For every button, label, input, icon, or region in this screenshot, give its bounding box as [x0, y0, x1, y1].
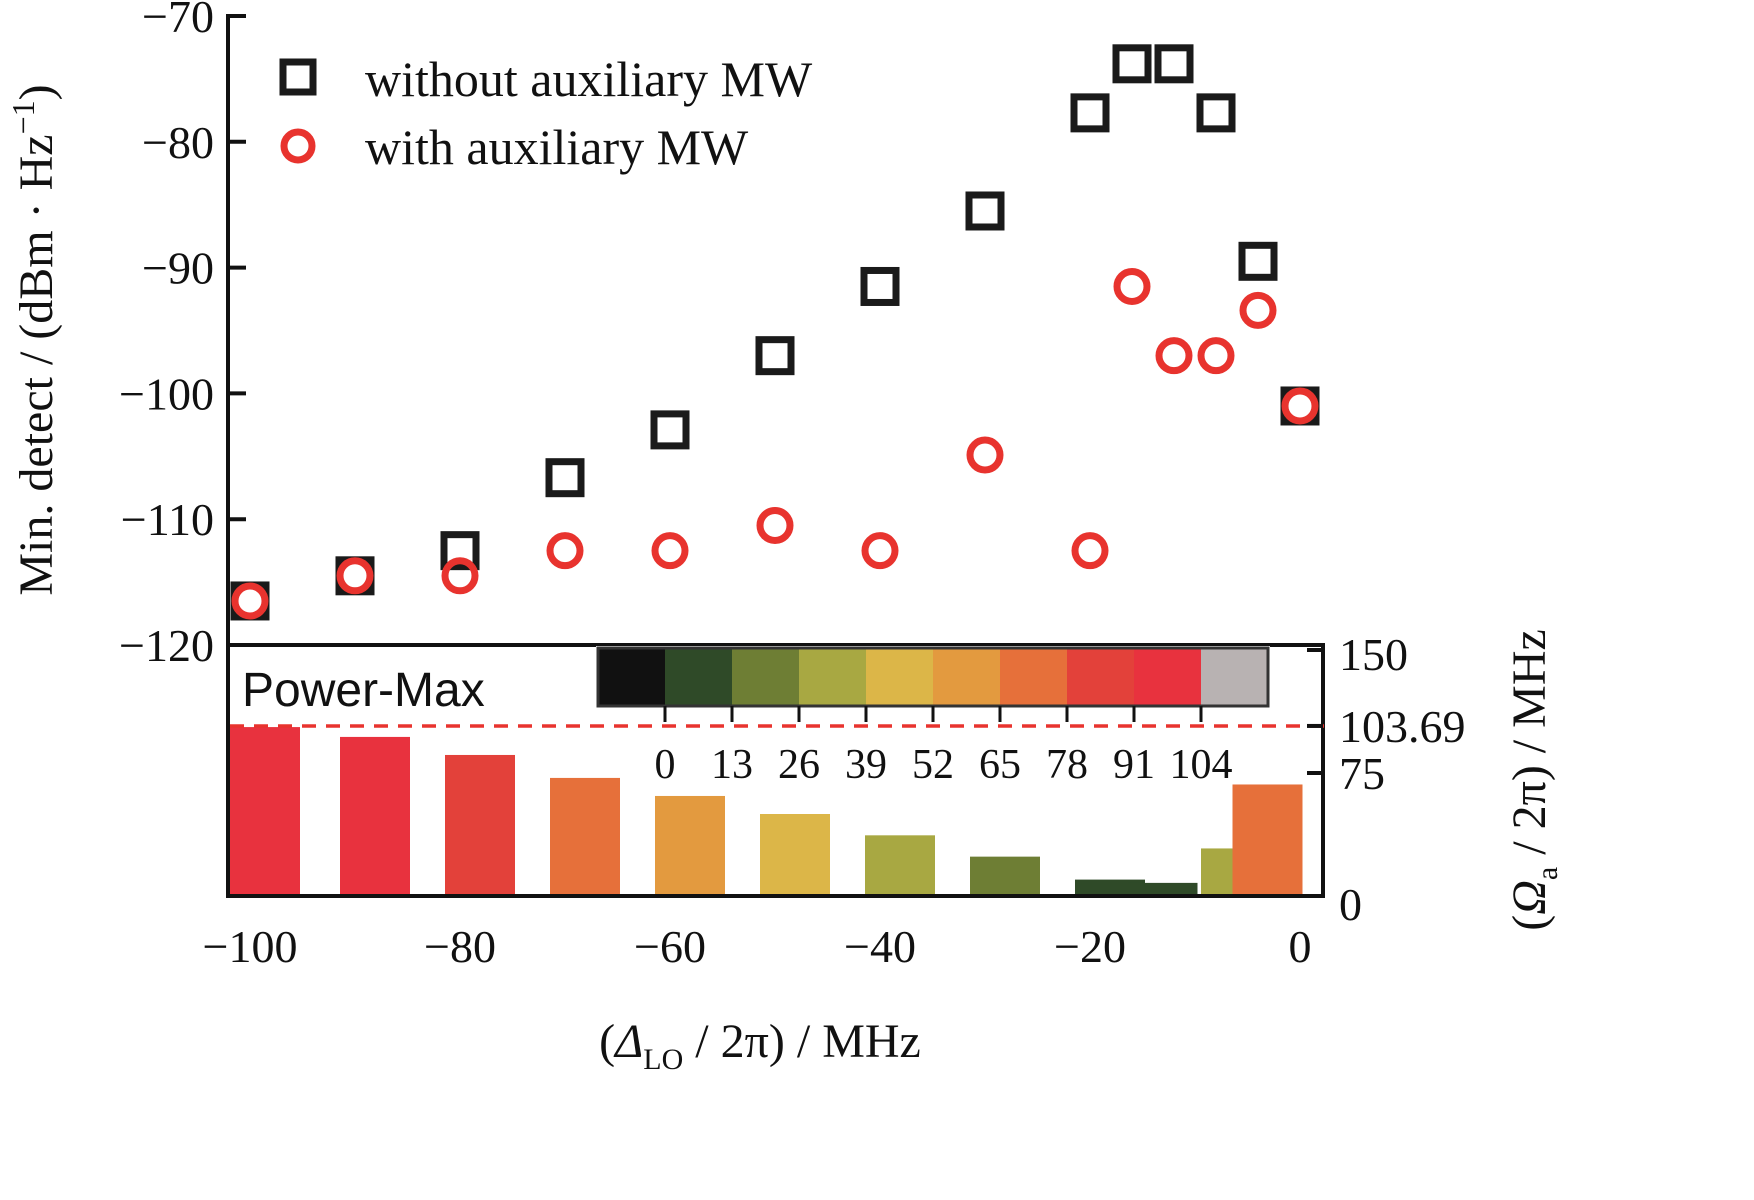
- x-axis-title: (ΔLO / 2π) / MHz: [599, 1015, 921, 1076]
- inset-bar: [445, 754, 515, 894]
- colorbar-tick-label: 39: [845, 742, 887, 788]
- y-axis-title-label-end: ): [10, 84, 63, 100]
- circle-marker: [546, 532, 584, 570]
- colorbar-cell: [866, 648, 933, 706]
- colorbar-cell: [1000, 648, 1067, 706]
- circle-marker: [231, 582, 269, 620]
- inset-y-axis-title: (Ωa / 2π) / MHz: [1503, 629, 1564, 931]
- inset-bar: [1232, 784, 1303, 894]
- circle-marker: [1155, 337, 1193, 375]
- x-tick-label: 0: [1289, 921, 1312, 972]
- colorbar-tick-label: 65: [979, 742, 1021, 788]
- square-marker: [1154, 44, 1194, 84]
- y-tick-label: −100: [119, 368, 214, 419]
- colorbar-tick-label: 91: [1113, 742, 1155, 788]
- colorbar-cell: [799, 648, 866, 706]
- square-marker: [755, 336, 795, 376]
- x-tick-label: −80: [424, 921, 496, 972]
- x-tick-label: −60: [634, 921, 706, 972]
- y-tick-label: −90: [142, 243, 214, 294]
- square-marker: [650, 410, 690, 450]
- inset-frame: [226, 643, 1325, 898]
- inset-label: Power-Max: [242, 664, 485, 717]
- inset-y-tick-label: 150: [1339, 629, 1408, 680]
- circle-marker: [441, 557, 479, 595]
- y-axis-title-label-sup: −1: [5, 100, 41, 134]
- x-axis-title-label-symbol: Δ: [613, 1015, 643, 1068]
- colorbar-cell: [598, 648, 665, 706]
- circle-marker: [1071, 532, 1109, 570]
- y-tick-label: −120: [119, 620, 214, 671]
- y-tick-label: −70: [142, 0, 214, 42]
- circle-marker: [651, 532, 689, 570]
- colorbar-cell: [1134, 648, 1201, 706]
- inset-y-tick-label: 75: [1339, 748, 1385, 799]
- circle-marker: [1239, 291, 1277, 329]
- square-marker: [860, 266, 900, 306]
- circle-marker: [861, 532, 899, 570]
- inset-bar: [760, 814, 830, 894]
- inset-y-tick-label: 0: [1339, 879, 1362, 930]
- x-axis-title-label-rest: / 2π) / MHz: [683, 1015, 921, 1068]
- circle-marker: [966, 436, 1004, 474]
- y-axis-title-label-main: Min. detect / (dBm · Hz: [10, 134, 63, 595]
- legend-entry-label: with auxiliary MW: [365, 119, 749, 175]
- inset-bar: [865, 835, 935, 894]
- y-tick-label: −110: [121, 494, 214, 545]
- colorbar-cell: [732, 648, 799, 706]
- y-axis-title: Min. detect / (dBm · Hz−1): [5, 84, 63, 595]
- inset-bar: [230, 727, 300, 894]
- inset-bar: [655, 795, 725, 894]
- inset-bar: [970, 856, 1040, 894]
- circle-marker: [1197, 337, 1235, 375]
- legend-entry-label: without auxiliary MW: [365, 51, 813, 107]
- colorbar-tick-label: 104: [1170, 742, 1233, 788]
- inset-y-axis-title-label-sub: a: [1531, 867, 1564, 880]
- inset-label-box: [230, 652, 585, 718]
- colorbar-tick-label: 78: [1046, 742, 1088, 788]
- main-plot-axes: −120 −110 −100 −90 −80 −70 −100 −80 −60 −40 −20 0: [119, 0, 1311, 972]
- square-marker: [965, 191, 1005, 231]
- colorbar-cell: [1067, 648, 1134, 706]
- circle-marker: [336, 557, 374, 595]
- circle-marker: [1281, 387, 1319, 425]
- colorbar-tick-label: 52: [912, 742, 954, 788]
- legend-square-marker: [279, 58, 317, 96]
- inset-bar: [550, 777, 620, 894]
- square-marker: [1070, 93, 1110, 133]
- colorbar-cell: [933, 648, 1000, 706]
- square-marker: [545, 458, 585, 498]
- x-tick-label: −40: [844, 921, 916, 972]
- colorbar-cell: [665, 648, 732, 706]
- x-axis-title-label-sub: LO: [643, 1043, 683, 1076]
- y-tick-label: −80: [142, 117, 214, 168]
- square-marker: [440, 531, 480, 571]
- colorbar-tick-label: 0: [655, 742, 676, 788]
- square-marker: [1196, 93, 1236, 133]
- inset-y-axis-title-label-open: (: [1503, 915, 1556, 931]
- inset-y-tick-label: 103.69: [1339, 701, 1466, 752]
- x-axis-title-label-main: (: [599, 1015, 615, 1068]
- circle-marker: [756, 506, 794, 544]
- x-tick-label: −20: [1054, 921, 1126, 972]
- inset-bar: [1127, 882, 1198, 894]
- square-marker: [1112, 44, 1152, 84]
- x-tick-label: −100: [203, 921, 298, 972]
- inset-y-axis-title-label-symbol: Ω: [1503, 880, 1556, 915]
- inset-bar: [340, 736, 410, 894]
- circle-marker: [1113, 267, 1151, 305]
- colorbar-cell: [1201, 648, 1268, 706]
- legend-circle-marker: [280, 128, 316, 164]
- legend: without auxiliary MW with auxiliary MW: [279, 51, 813, 175]
- square-marker: [1238, 241, 1278, 281]
- inset-y-axis-title-label-rest: / 2π) / MHz: [1503, 629, 1556, 867]
- colorbar-tick-label: 13: [711, 742, 753, 788]
- colorbar-tick-label: 26: [778, 742, 820, 788]
- data-points: [230, 44, 1320, 621]
